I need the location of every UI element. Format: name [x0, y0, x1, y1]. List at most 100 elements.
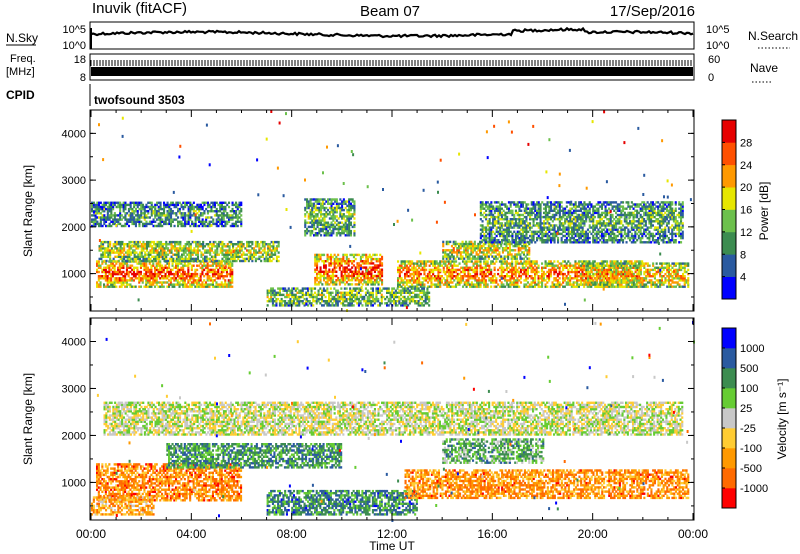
heatmap-cell	[569, 226, 572, 229]
heatmap-cell	[592, 230, 595, 233]
heatmap-cell	[230, 251, 233, 254]
heatmap-cell	[498, 285, 501, 288]
heatmap-cell	[201, 283, 204, 286]
heatmap-cell	[347, 268, 350, 271]
heatmap-cell	[620, 239, 623, 242]
heatmap-cell	[634, 205, 637, 208]
heatmap-cell	[344, 283, 347, 286]
heatmap-cell	[537, 275, 540, 278]
heatmap-cell	[217, 277, 220, 280]
heatmap-cell	[576, 277, 579, 280]
heatmap-cell	[131, 279, 134, 282]
heatmap-cell	[345, 276, 348, 280]
heatmap-cell	[488, 211, 491, 215]
heatmap-cell	[142, 245, 145, 248]
heatmap-cell	[147, 240, 150, 244]
heatmap-cell	[593, 224, 596, 227]
heatmap-cell	[527, 211, 530, 215]
heatmap-cell	[509, 270, 512, 274]
heatmap-cell	[520, 209, 523, 212]
heatmap-cell	[483, 266, 486, 269]
heatmap-cell	[352, 272, 355, 276]
heatmap-cell	[195, 251, 198, 254]
heatmap-cell	[479, 224, 482, 227]
heatmap-cell	[560, 201, 563, 204]
heatmap-cell	[486, 255, 489, 258]
heatmap-cell	[179, 255, 182, 258]
heatmap-cell	[546, 275, 549, 278]
heatmap-cell	[111, 266, 114, 269]
heatmap-cell	[363, 266, 366, 269]
heatmap-cell	[338, 281, 341, 284]
heatmap-cell	[502, 285, 505, 288]
heatmap-cell	[418, 277, 421, 280]
heatmap-cell	[120, 264, 123, 267]
heatmap-cell	[636, 226, 639, 229]
heatmap-cell	[96, 285, 99, 288]
heatmap-cell	[615, 211, 618, 215]
heatmap-cell	[555, 201, 558, 204]
heatmap-cell	[650, 213, 653, 217]
heatmap-cell	[111, 264, 114, 267]
heatmap-cell	[192, 283, 195, 286]
heatmap-cell	[562, 275, 565, 278]
heatmap-cell	[581, 241, 584, 244]
heatmap-cell	[161, 257, 164, 261]
heatmap-cell	[499, 207, 502, 210]
heatmap-cell	[595, 224, 598, 227]
heatmap-cell	[496, 253, 499, 256]
heatmap-cell	[537, 215, 540, 219]
heatmap-cell	[650, 205, 653, 208]
heatmap-cell	[579, 234, 582, 238]
heatmap-cell	[326, 253, 329, 257]
heatmap-cell	[546, 226, 549, 229]
heatmap-cell	[581, 232, 584, 236]
heatmap-cell	[664, 218, 667, 221]
heatmap-cell	[519, 260, 522, 263]
heatmap-cell	[107, 253, 110, 256]
heatmap-cell	[176, 266, 179, 269]
heatmap-cell	[379, 270, 382, 273]
heatmap-cell	[187, 266, 190, 269]
heatmap-cell	[381, 279, 384, 282]
heatmap-cell	[527, 230, 530, 233]
heatmap-cell	[324, 264, 327, 267]
heatmap-cell	[597, 232, 600, 236]
heatmap-cell	[138, 255, 141, 258]
heatmap-cell	[676, 232, 679, 236]
heatmap-cell	[220, 266, 223, 269]
heatmap-cell	[517, 251, 520, 254]
heatmap-cell	[544, 230, 547, 233]
heatmap-cell	[608, 222, 611, 225]
heatmap-cell	[595, 239, 598, 242]
heatmap-cell	[620, 228, 623, 231]
heatmap-cell	[405, 281, 408, 284]
heatmap-cell	[588, 230, 591, 233]
heatmap-cell	[479, 255, 482, 258]
heatmap-cell	[609, 283, 612, 286]
heatmap-cell	[620, 213, 623, 217]
heatmap-cell	[502, 236, 505, 240]
heatmap-cell	[124, 243, 127, 246]
heatmap-cell	[439, 260, 442, 263]
heatmap-cell	[275, 245, 278, 248]
heatmap-cell	[548, 224, 551, 227]
heatmap-cell	[191, 259, 194, 263]
heatmap-cell	[500, 244, 503, 248]
heatmap-cell	[551, 262, 554, 265]
heatmap-cell	[356, 262, 359, 265]
heatmap-cell	[398, 268, 401, 272]
heatmap-cell	[225, 272, 228, 276]
heatmap-cell	[333, 281, 336, 284]
heatmap-cell	[232, 255, 235, 258]
heatmap-cell	[553, 285, 556, 288]
heatmap-cell	[381, 274, 384, 278]
heatmap-cell	[173, 275, 176, 278]
heatmap-cell	[634, 230, 637, 233]
heatmap-cell	[222, 277, 225, 280]
heatmap-cell	[678, 222, 681, 225]
heatmap-cell	[494, 251, 497, 254]
heatmap-cell	[354, 279, 357, 282]
heatmap-cell	[437, 270, 440, 274]
heatmap-cell	[602, 260, 605, 263]
